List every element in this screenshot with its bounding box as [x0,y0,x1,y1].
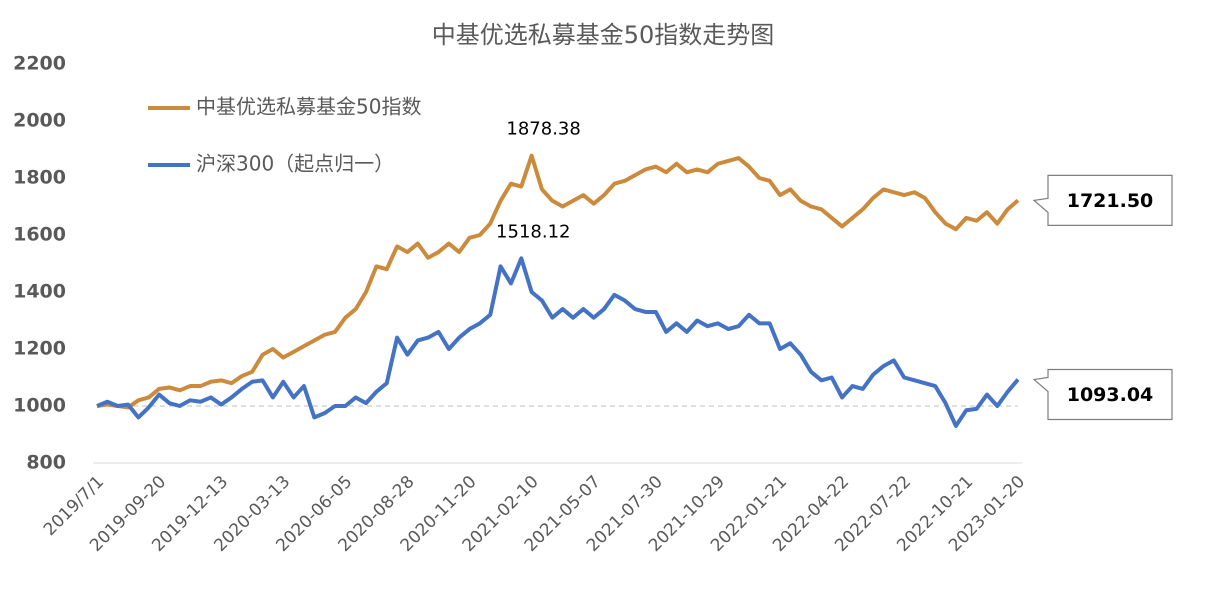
y-tick-label: 1800 [13,167,66,189]
callout-box [1032,174,1173,226]
legend-label: 沪深300（起点归一） [196,152,394,176]
series-line [96,153,1020,410]
y-tick-label: 2200 [13,53,66,75]
y-tick-label: 1200 [13,338,66,360]
y-tick-label: 1400 [13,281,66,303]
y-tick-label: 1600 [13,224,66,246]
data-label: 1093.04 [1067,384,1154,406]
chart-title: 中基优选私募基金50指数走势图 [432,21,775,49]
y-tick-label: 1000 [13,395,66,417]
y-tick-label: 2000 [13,110,66,132]
data-label: 1518.12 [496,221,570,242]
series-line [96,256,1020,428]
data-label: 1721.50 [1067,190,1154,212]
legend-label: 中基优选私募基金50指数 [196,95,421,119]
callout-box [1032,368,1173,421]
data-label: 1878.38 [506,119,580,140]
y-tick-label: 800 [26,452,66,474]
